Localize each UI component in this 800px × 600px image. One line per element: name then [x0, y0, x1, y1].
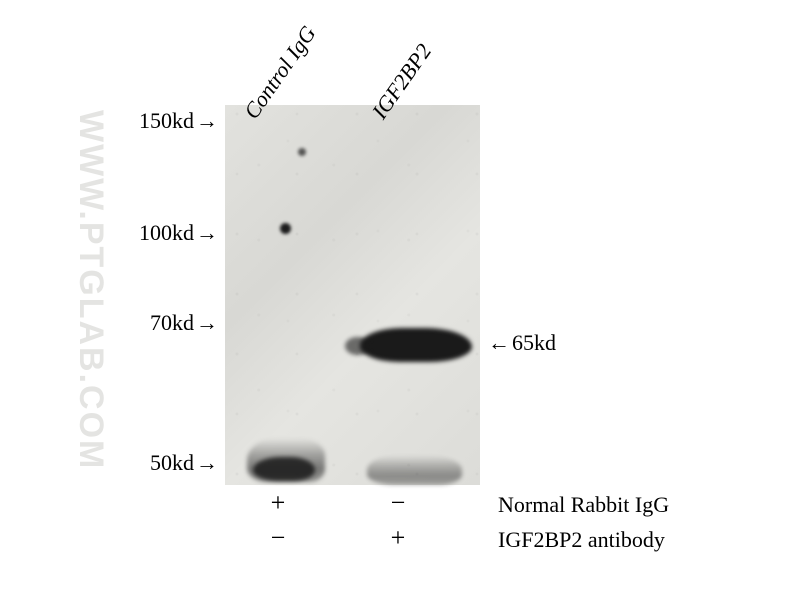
mw-50kd: 50kd	[150, 450, 218, 476]
mw-70kd: 70kd	[150, 310, 218, 336]
blot-noise-texture	[225, 105, 480, 485]
cond-r2-c2: +	[383, 523, 413, 553]
cond-r1-c1: +	[263, 488, 293, 518]
spot-control-top	[298, 148, 306, 156]
cond-label-normal-igg: Normal Rabbit IgG	[498, 492, 669, 518]
cond-label-igf2bp2-ab: IGF2BP2 antibody	[498, 527, 665, 553]
spot-control-100kd	[280, 223, 291, 234]
blot-membrane	[225, 105, 480, 485]
smear-control-50kd-dark	[253, 457, 315, 481]
cond-r2-c1: −	[263, 523, 293, 553]
band-annotation-65kd: 65kd	[488, 330, 556, 356]
band-igf2bp2-65kd	[360, 328, 472, 362]
watermark-text: WWW.PTGLAB.COM	[71, 110, 110, 470]
figure-root: WWW.PTGLAB.COM Control IgG IGF2BP2 150kd…	[0, 0, 800, 600]
band-igf2bp2-65kd-tail	[345, 337, 370, 355]
mw-100kd: 100kd	[139, 220, 218, 246]
smear-igf2bp2-50kd	[367, 455, 462, 485]
cond-r1-c2: −	[383, 488, 413, 518]
mw-150kd: 150kd	[139, 108, 218, 134]
